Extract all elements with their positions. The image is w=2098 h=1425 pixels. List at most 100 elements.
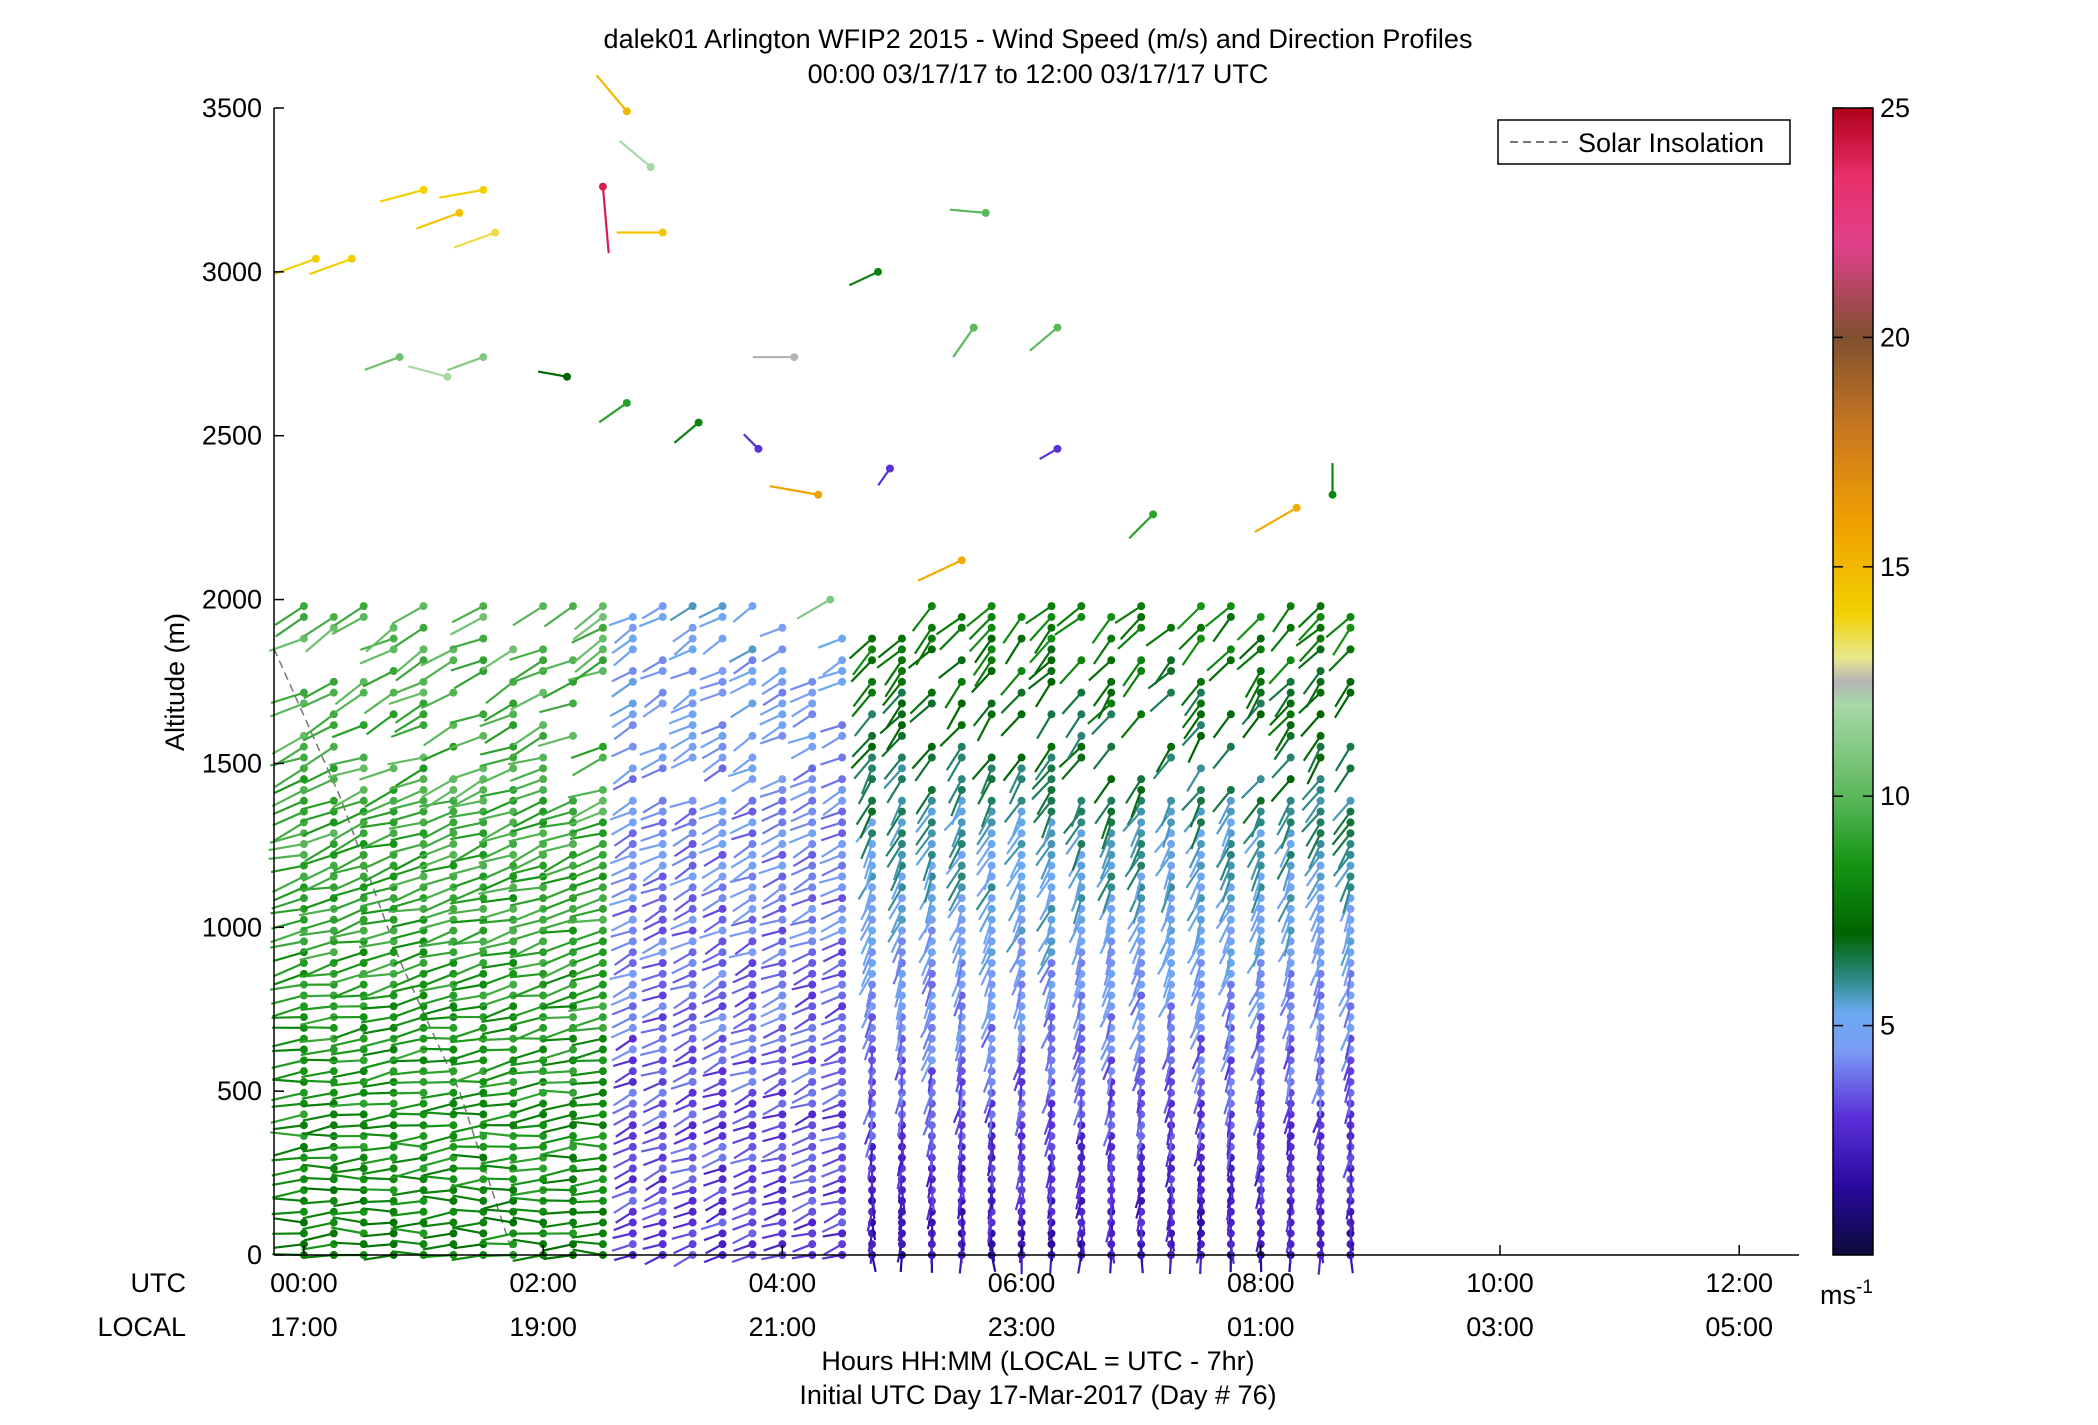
wind-barb-shaft <box>1204 605 1232 628</box>
wind-barb-shaft <box>479 918 514 925</box>
wind-barb-point <box>299 612 308 621</box>
wind-barb-shaft <box>301 691 335 709</box>
wind-barb-point <box>509 1045 518 1054</box>
wind-barb-point <box>658 1088 667 1097</box>
wind-barb-shaft <box>1310 908 1322 933</box>
wind-barb-point <box>628 1196 637 1205</box>
wind-barb-point <box>509 699 518 708</box>
wind-barb-shaft <box>947 897 963 919</box>
wind-barb-point <box>927 980 936 989</box>
wind-barb-point <box>628 1229 637 1238</box>
wind-barb-point <box>299 753 308 762</box>
wind-barb-shaft <box>915 789 933 815</box>
wind-barb-point <box>957 721 966 730</box>
wind-barb-upper-shaft <box>673 421 700 444</box>
wind-barb-point <box>1077 796 1086 805</box>
wind-barb-point <box>1047 710 1056 719</box>
wind-barb-shaft <box>423 724 455 747</box>
wind-barb-shaft <box>1044 887 1053 913</box>
wind-barb-shaft <box>388 821 424 830</box>
wind-barb-upper-point <box>646 162 655 171</box>
wind-barb-shaft <box>508 961 544 971</box>
wind-barb-point <box>1077 926 1086 935</box>
wind-barb-point <box>1346 764 1355 773</box>
wind-barb-point <box>868 969 877 978</box>
wind-barb-point <box>1107 1056 1116 1065</box>
wind-barb-point <box>1017 807 1026 816</box>
wind-barb-shaft <box>270 702 305 718</box>
wind-barb-shaft <box>1013 962 1023 988</box>
wind-barb-shaft <box>301 1091 335 1100</box>
wind-barb-point <box>718 1013 727 1022</box>
wind-barb-point <box>389 764 398 773</box>
wind-barb-shaft <box>451 1102 484 1111</box>
wind-barb-point <box>658 1218 667 1227</box>
wind-barb-shaft <box>332 1167 364 1174</box>
wind-barb-point <box>808 731 817 740</box>
wind-barb-shaft <box>1185 865 1202 889</box>
wind-barb-shaft <box>394 626 425 648</box>
wind-barb-point <box>598 623 607 632</box>
wind-barb-point <box>329 742 338 751</box>
wind-barb-point <box>838 1132 847 1141</box>
wind-barb-shaft <box>915 821 933 846</box>
wind-barb-point <box>688 1207 697 1216</box>
wind-barb-shaft <box>390 724 424 738</box>
wind-barb-point <box>718 634 727 643</box>
wind-barb-shaft <box>419 799 454 808</box>
wind-barb-shaft <box>509 1156 544 1164</box>
wind-barb-point <box>838 1229 847 1238</box>
wind-barb-shaft <box>539 1145 574 1156</box>
wind-barb-shaft <box>947 756 963 782</box>
wind-barb-point <box>957 894 966 903</box>
wind-barb-shaft <box>302 875 335 893</box>
wind-barb-point <box>389 1207 398 1216</box>
wind-barb-point <box>479 904 488 913</box>
wind-barb-point <box>748 1153 757 1162</box>
wind-barb-shaft <box>274 616 305 638</box>
wind-barb-shaft <box>332 983 365 999</box>
wind-barb-point <box>539 602 548 611</box>
wind-barb-point <box>1137 850 1146 859</box>
wind-barb-point <box>1226 904 1235 913</box>
wind-barb-shaft <box>421 1015 454 1021</box>
wind-barb-shaft <box>513 734 544 756</box>
wind-barb-point <box>658 850 667 859</box>
wind-barb-point <box>718 1186 727 1195</box>
wind-barb-point <box>748 926 757 935</box>
wind-barb-point <box>1346 796 1355 805</box>
wind-barb-shaft <box>1274 724 1292 752</box>
wind-barb-shaft <box>1186 940 1202 965</box>
wind-barb-point <box>1316 753 1325 762</box>
wind-barb-point <box>1256 1002 1265 1011</box>
wind-barb-point <box>329 840 338 849</box>
wind-barb-shaft <box>1126 800 1143 826</box>
wind-barb-point <box>658 1164 667 1173</box>
wind-barb-shaft <box>970 670 993 694</box>
wind-barb-point <box>1316 667 1325 676</box>
wind-barb-point <box>598 959 607 968</box>
wind-barb-shaft <box>939 724 963 747</box>
wind-barb-point <box>628 677 637 686</box>
wind-barb-shaft <box>1306 875 1322 900</box>
wind-barb-point <box>688 1099 697 1108</box>
wind-barb-shaft <box>361 1167 394 1176</box>
wind-barb-point <box>688 1077 697 1086</box>
wind-barb-shaft <box>480 1177 514 1181</box>
wind-barb-shaft <box>481 1102 514 1108</box>
wind-barb-point <box>1077 829 1086 838</box>
wind-barb-point <box>1167 807 1176 816</box>
wind-barb-shaft <box>571 1167 604 1173</box>
wind-barb-point <box>1017 667 1026 676</box>
wind-barb-upper-shaft <box>601 186 610 254</box>
wind-barb-shaft <box>332 1216 364 1224</box>
wind-barb-shaft <box>983 865 993 891</box>
wind-barb-point <box>868 807 877 816</box>
wind-barb-shaft <box>388 907 424 913</box>
wind-barb-shaft <box>639 745 664 756</box>
wind-barb-point <box>299 937 308 946</box>
wind-barb-point <box>1047 937 1056 946</box>
wind-barb-point <box>778 915 787 924</box>
wind-barb-shaft <box>541 1210 574 1215</box>
wind-barb-point <box>718 1023 727 1032</box>
